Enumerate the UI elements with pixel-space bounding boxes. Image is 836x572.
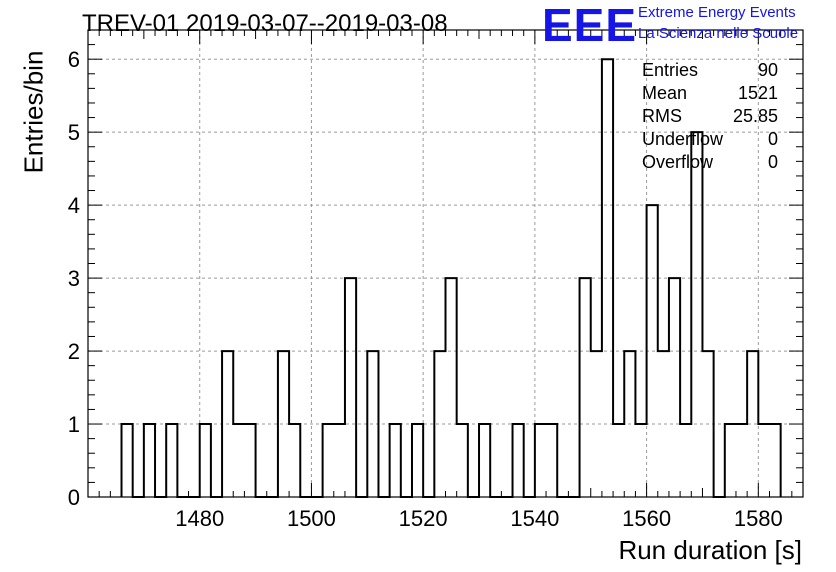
- y-tick-label: 3: [68, 266, 80, 291]
- stats-key: Entries: [642, 60, 699, 80]
- y-tick-label: 0: [68, 485, 80, 510]
- stats-value: 1521: [737, 83, 778, 103]
- histogram-bin: [635, 424, 646, 497]
- x-tick-label: 1580: [734, 506, 783, 531]
- histogram-bin: [446, 278, 457, 497]
- histogram-bin: [747, 351, 758, 497]
- histogram-bin: [278, 351, 289, 497]
- x-axis-label: Run duration [s]: [618, 535, 802, 565]
- stats-row-overflow: Overflow 0: [640, 151, 780, 174]
- stats-value: 90: [757, 60, 778, 80]
- histogram-bin: [479, 424, 490, 497]
- x-tick-label: 1500: [287, 506, 336, 531]
- stats-value: 0: [767, 152, 778, 172]
- x-tick-label: 1560: [622, 506, 671, 531]
- histogram-bin: [658, 351, 669, 497]
- histogram-outline: [120, 58, 782, 498]
- histogram-bin: [222, 351, 233, 497]
- stats-value: 0: [767, 129, 778, 149]
- stats-value: 25.85: [732, 106, 778, 126]
- y-tick-label: 2: [68, 339, 80, 364]
- histogram-bin: [546, 424, 557, 497]
- x-tick-label: 1520: [399, 506, 448, 531]
- histogram-bin: [345, 278, 356, 497]
- histogram-bin: [166, 424, 177, 497]
- histogram-bin: [580, 278, 591, 497]
- stats-row-mean: Mean 1521: [640, 82, 780, 105]
- histogram-bin: [233, 424, 244, 497]
- stats-row-entries: Entries 90: [640, 59, 780, 82]
- histogram-bin: [200, 424, 211, 497]
- histogram-bin: [702, 351, 713, 497]
- histogram-bin: [613, 424, 624, 497]
- histogram-bin: [144, 424, 155, 497]
- x-tick-label: 1540: [510, 506, 559, 531]
- histogram-bin: [736, 424, 747, 497]
- y-tick-label: 1: [68, 412, 80, 437]
- histogram-bin: [725, 424, 736, 497]
- stats-key: Mean: [642, 83, 688, 103]
- logo-line-2: La Scienza nelle Scuole: [638, 25, 799, 42]
- chart-title: TREV-01 2019-03-07--2019-03-08: [82, 10, 448, 37]
- stats-box: Entries 90 Mean 1521 RMS 25.85 Underflow…: [640, 59, 780, 174]
- histogram-bin: [769, 424, 780, 497]
- stats-key: RMS: [642, 106, 682, 126]
- y-tick-label: 6: [68, 47, 80, 72]
- histogram-bin: [669, 278, 680, 497]
- histogram-bin: [412, 424, 423, 497]
- histogram-bin: [244, 424, 255, 497]
- y-tick-label: 5: [68, 120, 80, 145]
- stats-key: Underflow: [642, 129, 724, 149]
- histogram-bin: [122, 424, 133, 497]
- histogram-bin: [758, 424, 769, 497]
- x-tick-label: 1480: [175, 506, 224, 531]
- histogram-bin: [323, 424, 334, 497]
- histogram-bin: [680, 424, 691, 497]
- histogram-bin: [289, 424, 300, 497]
- eee-logo: EEE: [542, 0, 638, 51]
- histogram-bin: [602, 59, 613, 497]
- histogram-bin: [591, 351, 602, 497]
- histogram-bin: [367, 351, 378, 497]
- histogram-bin: [434, 351, 445, 497]
- y-tick-label: 4: [68, 193, 80, 218]
- stats-row-rms: RMS 25.85: [640, 105, 780, 128]
- stats-row-underflow: Underflow 0: [640, 128, 780, 151]
- histogram-bin: [334, 424, 345, 497]
- logo-line-1: Extreme Energy Events: [638, 4, 796, 21]
- histogram-bin: [624, 351, 635, 497]
- histogram-bin: [390, 424, 401, 497]
- histogram-bin: [691, 132, 702, 497]
- histogram-bin: [457, 424, 468, 497]
- y-axis-label: Entries/bin: [18, 50, 49, 174]
- histogram-bin: [647, 205, 658, 497]
- histogram-bin: [535, 424, 546, 497]
- stats-key: Overflow: [642, 152, 714, 172]
- histogram-bin: [513, 424, 524, 497]
